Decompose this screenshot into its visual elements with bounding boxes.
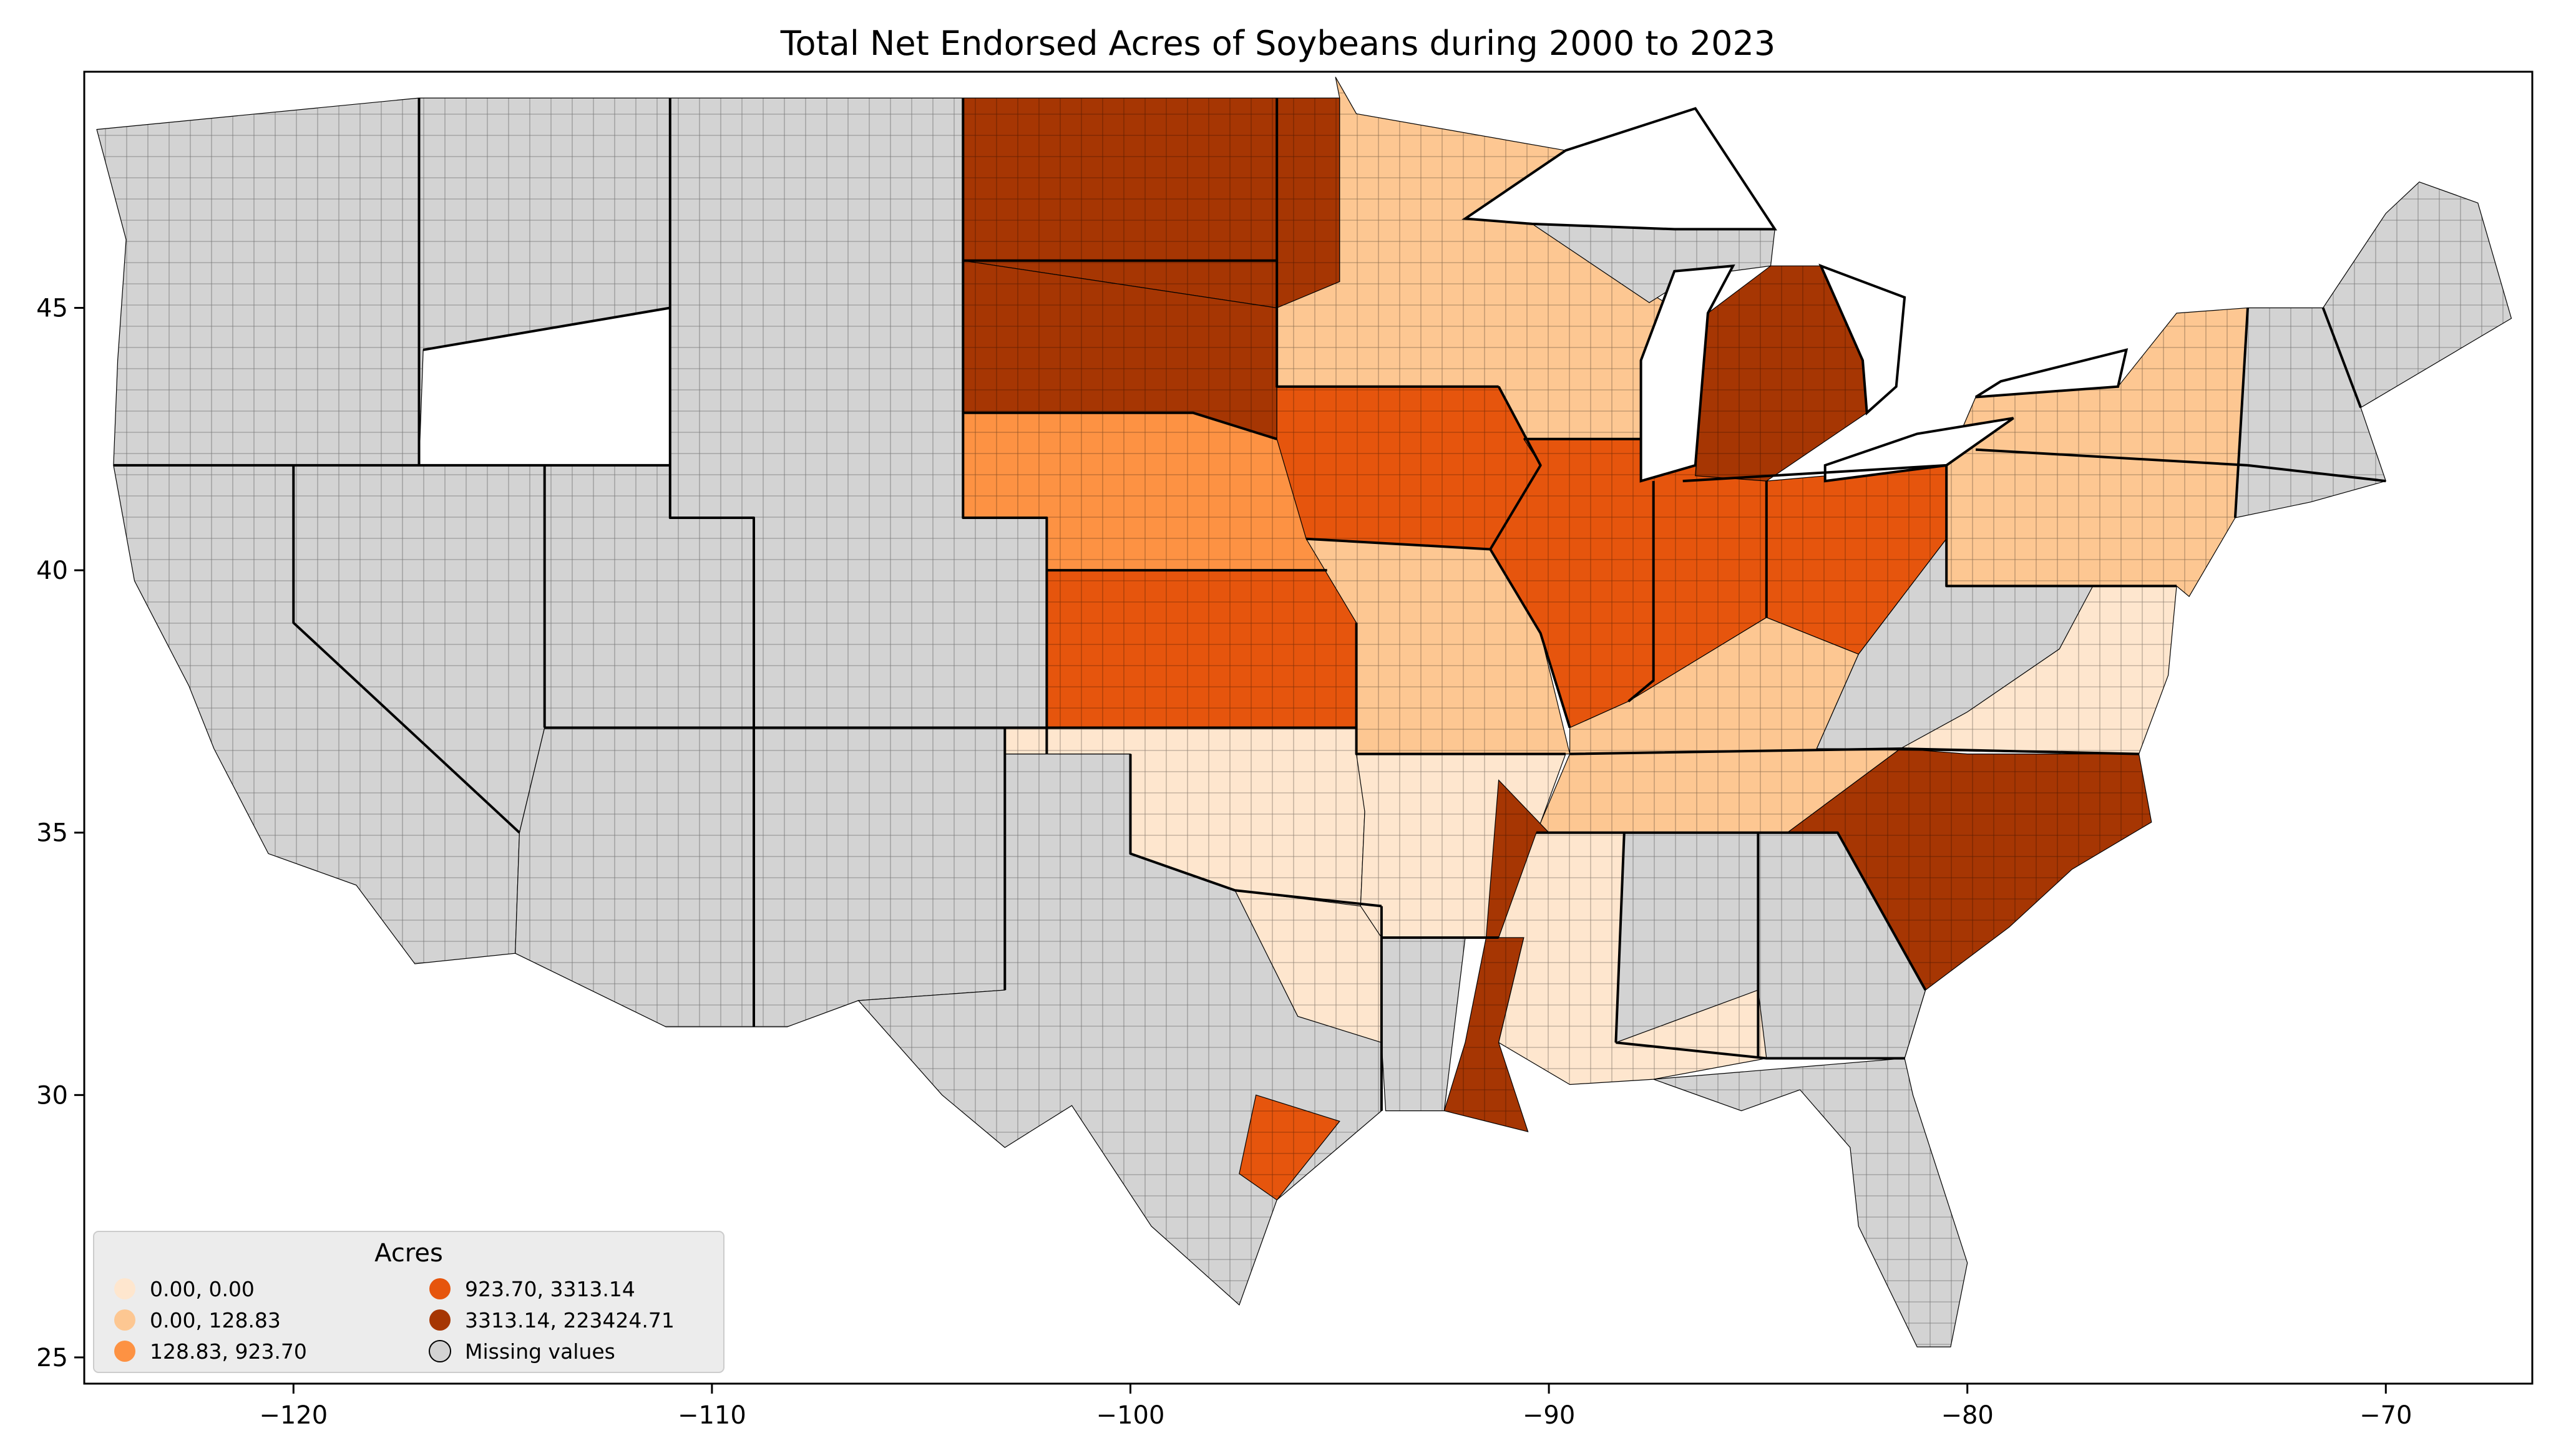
state-line-6 [422,306,671,351]
state-line-22 [1945,465,2177,588]
state-line-18 [1489,386,1571,729]
map-plot-area [84,72,2532,1384]
state-line-2 [292,465,520,834]
legend-label-4: 3313.14, 223424.71 [465,1308,675,1332]
state-line-28 [1616,1041,1905,1060]
state-line-21 [1682,463,1947,483]
state-line-26 [1614,832,1626,1043]
y-tick-label-3: 40 [36,556,68,585]
state-line-33 [2247,463,2386,483]
state-line-32 [2321,307,2362,409]
legend-label-3: 923.70, 3313.14 [465,1277,635,1301]
legend-label-1: 0.00, 128.83 [150,1308,281,1332]
y-tick-label-4: 45 [36,294,68,323]
state-line-13 [1129,754,1382,908]
state-boundaries [113,98,2386,1111]
lake-4 [1975,348,2129,399]
legend-items: 0.00, 0.00 0.00, 128.83 128.83, 923.70 923.… [114,1277,675,1364]
y-tick-label-2: 35 [36,819,68,848]
state-line-23 [1569,747,2139,755]
x-tick-label-1: −110 [678,1401,746,1430]
region-pacific-northwest [96,97,671,466]
legend-label-0: 0.00, 0.00 [150,1277,255,1301]
legend-swatch-2 [114,1341,135,1362]
state-line-16 [1305,537,1491,551]
legend-title: Acres [374,1239,443,1268]
state-line-10 [963,411,1277,440]
y-axis-ticks: 25 30 35 40 45 [36,294,84,1372]
x-tick-label-5: −70 [2359,1401,2412,1430]
y-tick-label-0: 25 [36,1344,68,1372]
state-line-19 [1627,481,1655,702]
lake-2 [1818,263,1906,415]
x-tick-label-4: −80 [1941,1401,1993,1430]
state-line-24 [1536,831,1927,991]
state-line-14 [1276,98,1499,388]
legend-swatch-4 [429,1309,451,1331]
y-tick-label-1: 30 [36,1081,68,1110]
region-southwest [515,727,1005,1027]
map-title: Total Net Endorsed Acres of Soybeans dur… [780,24,1775,63]
x-tick-label-0: −120 [259,1401,328,1430]
lake-1 [1461,107,1777,231]
region-florida [1653,1057,1968,1347]
state-line-31 [2233,308,2249,518]
legend-swatch-5 [429,1340,451,1362]
axes-frame [83,70,2534,1385]
county-regions [96,77,2512,1347]
legend-swatch-0 [114,1278,135,1299]
state-line-30 [1975,448,2248,467]
x-tick-label-2: −100 [1096,1401,1165,1430]
lake-0 [1639,264,1735,483]
region-kansas [1046,570,1357,729]
region-carolinas [1786,748,2152,991]
legend-swatch-3 [429,1278,451,1299]
region-texas-gulf [1239,1094,1340,1201]
great-lakes [1461,107,2129,483]
lake-3 [1823,417,2014,483]
legend: Acres 0.00, 0.00 0.00, 128.83 128.83, 923.… [93,1231,724,1373]
x-tick-label-3: −90 [1523,1401,1575,1430]
x-axis-ticks: −120 −110 −100 −90 −80 −70 [259,1384,2412,1430]
state-line-15 [1355,623,1566,755]
legend-label-2: 128.83, 923.70 [150,1339,307,1364]
legend-swatch-1 [114,1309,135,1331]
state-line-7 [962,98,1048,754]
region-new-england [2235,182,2512,518]
legend-label-5: Missing values [465,1339,615,1364]
legend-box [93,1231,724,1373]
